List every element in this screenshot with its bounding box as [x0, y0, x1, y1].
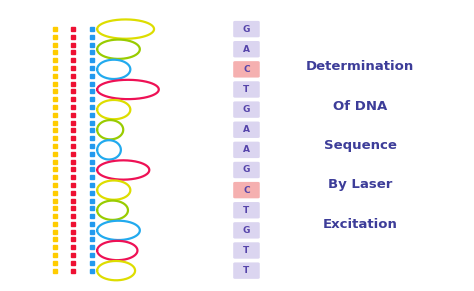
- Text: G: G: [243, 105, 250, 114]
- Text: A: A: [243, 45, 250, 54]
- Text: T: T: [243, 266, 250, 275]
- Text: T: T: [243, 85, 250, 94]
- FancyBboxPatch shape: [233, 202, 260, 219]
- Text: Excitation: Excitation: [323, 218, 398, 230]
- FancyBboxPatch shape: [233, 81, 260, 98]
- Text: A: A: [243, 125, 250, 134]
- FancyBboxPatch shape: [233, 182, 260, 198]
- FancyBboxPatch shape: [233, 262, 260, 279]
- Text: T: T: [243, 206, 250, 215]
- FancyBboxPatch shape: [233, 61, 260, 78]
- Text: Sequence: Sequence: [324, 139, 397, 152]
- FancyBboxPatch shape: [233, 142, 260, 158]
- Text: A: A: [243, 146, 250, 154]
- Text: Of DNA: Of DNA: [333, 100, 387, 113]
- Text: C: C: [243, 186, 250, 195]
- Text: By Laser: By Laser: [328, 178, 392, 191]
- FancyBboxPatch shape: [233, 162, 260, 178]
- FancyBboxPatch shape: [233, 101, 260, 118]
- FancyBboxPatch shape: [233, 122, 260, 138]
- FancyBboxPatch shape: [233, 242, 260, 259]
- Text: Determination: Determination: [306, 61, 414, 73]
- Text: T: T: [243, 246, 250, 255]
- FancyBboxPatch shape: [233, 21, 260, 37]
- Text: C: C: [243, 65, 250, 74]
- Text: G: G: [243, 226, 250, 235]
- Text: G: G: [243, 25, 250, 33]
- FancyBboxPatch shape: [233, 41, 260, 57]
- Text: G: G: [243, 166, 250, 175]
- FancyBboxPatch shape: [233, 222, 260, 239]
